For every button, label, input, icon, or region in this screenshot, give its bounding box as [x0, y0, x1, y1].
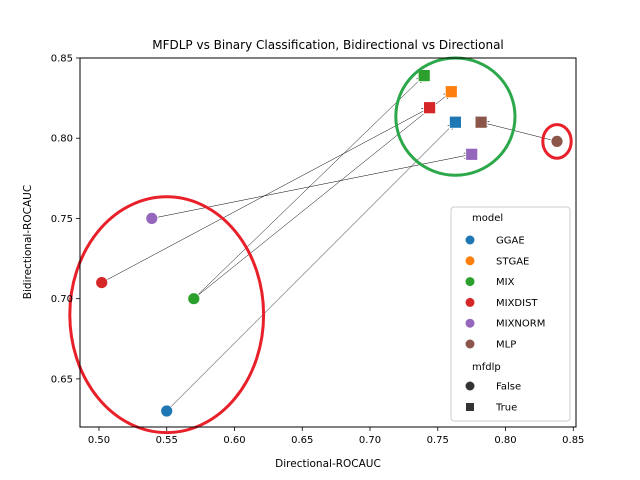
x-tick-label: 0.60 — [223, 435, 245, 446]
legend-marker-mlp — [465, 339, 475, 349]
legend-label-stgae: STGAE — [496, 256, 529, 267]
chart-title: MFDLP vs Binary Classification, Bidirect… — [152, 38, 504, 52]
legend: model GGAE STGAE MIX MIXDIST MIXNORM MLP mfdlp F… — [450, 206, 571, 422]
y-tick-label: 0.65 — [51, 374, 73, 385]
point-mix-square — [417, 69, 431, 82]
point-mixdist-square — [423, 101, 437, 115]
x-tick-label: 0.50 — [88, 435, 110, 446]
point-mixnorm-square — [465, 147, 479, 161]
arrow-line-2 — [193, 92, 452, 299]
y-tick-label: 0.85 — [51, 54, 73, 65]
legend-label-false: False — [496, 382, 521, 393]
legend-marker-circle — [465, 381, 475, 391]
arrow-line-4 — [101, 108, 430, 283]
x-tick-label: 0.80 — [494, 435, 516, 446]
legend-marker-ggae — [465, 235, 475, 245]
legend-style-title: mfdlp — [472, 362, 501, 373]
point-mlp-circle — [550, 134, 564, 148]
annotation-ellipse-3 — [541, 123, 573, 160]
axes-frame — [79, 57, 577, 428]
legend-label-mlp: MLP — [496, 340, 516, 351]
y-tick-label: 0.75 — [51, 214, 73, 225]
point-mix-circle — [187, 292, 201, 306]
annotation-ellipse-1 — [68, 195, 266, 435]
legend-label-mixdist: MIXDIST — [496, 298, 538, 309]
x-tick-label: 0.70 — [359, 435, 381, 446]
x-tick-label: 0.65 — [291, 435, 313, 446]
point-ggae-square — [448, 115, 462, 129]
legend-label-mix: MIX — [496, 277, 515, 288]
legend-label-mixnorm: MIXNORM — [496, 319, 545, 330]
legend-hue-title: model — [472, 213, 503, 224]
y-axis-label: Bidirectional-ROCAUC — [22, 185, 34, 299]
point-mlp-square — [474, 115, 488, 129]
legend-label-ggae: GGAE — [496, 236, 525, 247]
legend-marker-mix — [465, 277, 475, 287]
legend-marker-mixdist — [465, 297, 475, 307]
legend-marker-mixnorm — [465, 318, 475, 328]
point-stgae-square — [444, 85, 458, 99]
x-tick-label: 0.85 — [562, 435, 584, 446]
legend-marker-stgae — [465, 256, 475, 266]
point-mixnorm-circle — [145, 211, 159, 225]
x-tick-label: 0.55 — [156, 435, 178, 446]
legend-label-true: True — [495, 403, 517, 414]
point-mixdist-circle — [95, 276, 109, 290]
x-tick-label: 0.75 — [427, 435, 449, 446]
legend-marker-square — [466, 403, 474, 411]
arrow-line-1 — [166, 122, 456, 412]
y-tick-label: 0.70 — [51, 294, 73, 305]
point-ggae-circle — [160, 404, 174, 418]
plot-area — [68, 56, 573, 435]
legend-box — [450, 206, 571, 422]
axis-ticks: 0.50 0.55 0.60 0.65 0.70 0.75 0.80 0.85 0.65 0.70… — [51, 54, 585, 447]
y-tick-label: 0.80 — [51, 134, 73, 145]
x-axis-label: Directional-ROCAUC — [275, 458, 381, 470]
